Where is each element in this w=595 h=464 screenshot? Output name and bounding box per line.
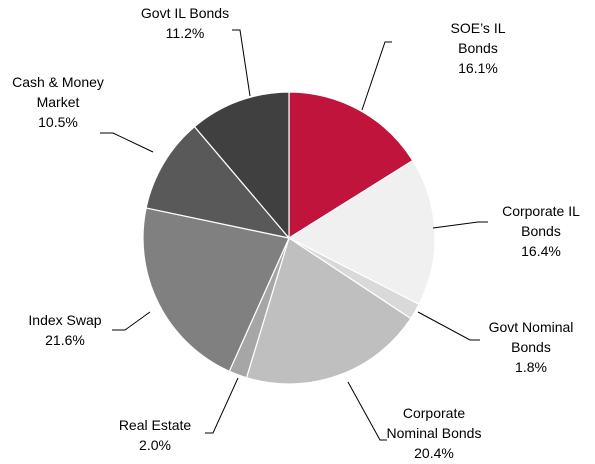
leader-line xyxy=(347,381,387,441)
label-line: Bonds xyxy=(511,339,551,355)
value-label: 1.8% xyxy=(515,359,547,375)
value-label: 11.2% xyxy=(166,25,205,41)
value-label: 21.6% xyxy=(45,332,85,348)
label-line: SOE’s IL xyxy=(451,20,506,36)
label-line: Govt IL Bonds xyxy=(141,5,229,21)
slice-label: Corporate IL Bonds xyxy=(502,203,580,239)
label-line: Real Estate xyxy=(119,417,192,433)
leader-line xyxy=(361,41,392,111)
value-label: 16.4% xyxy=(521,243,561,259)
leader-line xyxy=(112,311,151,331)
label-line: Index Swap xyxy=(28,312,101,328)
value-label: 10.5% xyxy=(38,114,78,130)
pie-slice xyxy=(245,237,412,385)
slice-label: Corporate Nominal Bonds xyxy=(387,405,482,441)
slice-label: Index Swap xyxy=(28,312,101,328)
leader-line xyxy=(232,29,251,97)
label-line: Govt Nominal xyxy=(489,319,574,335)
pie-slice xyxy=(288,91,414,240)
slice-label: Real Estate xyxy=(119,417,192,433)
label-line: Corporate IL xyxy=(502,203,580,219)
label-line: Bonds xyxy=(521,223,561,239)
slice-label: SOE’s IL Bonds xyxy=(451,20,506,56)
pie-slice xyxy=(142,207,290,373)
label-line: Nominal Bonds xyxy=(387,425,482,441)
slice-label: Govt Nominal Bonds xyxy=(489,319,574,355)
pie-slice xyxy=(287,159,436,306)
leader-line xyxy=(432,221,488,229)
leader-line xyxy=(100,132,154,153)
pie-slice xyxy=(145,125,291,239)
slice-label: Govt IL Bonds xyxy=(141,5,229,21)
label-line: Bonds xyxy=(458,40,498,56)
leader-line xyxy=(205,377,239,434)
leader-line xyxy=(417,311,480,341)
slice-label: Cash & Money Market xyxy=(12,74,104,110)
value-label: 20.4% xyxy=(414,445,454,461)
value-label: 16.1% xyxy=(458,60,498,76)
label-line: Corporate xyxy=(403,405,465,421)
label-line: Cash & Money xyxy=(12,74,104,90)
pie-slice xyxy=(193,91,290,240)
value-label: 2.0% xyxy=(139,437,171,453)
label-line: Market xyxy=(37,94,80,110)
